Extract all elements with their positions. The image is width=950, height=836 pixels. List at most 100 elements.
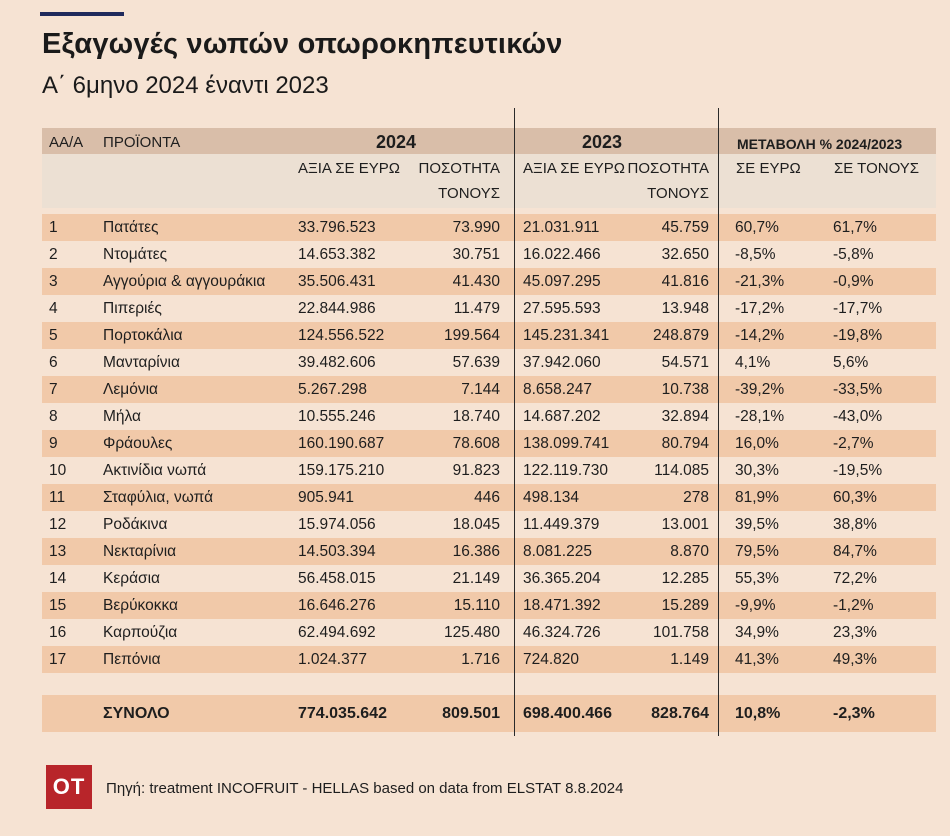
row-product: Μήλα [103, 408, 142, 425]
row-value-2023: 27.595.593 [523, 300, 601, 317]
row-product: Πορτοκάλια [103, 327, 183, 344]
row-change-eur: 34,9% [735, 624, 779, 641]
row-tons-2024: 41.430 [452, 273, 500, 290]
row-change-eur: 55,3% [735, 570, 779, 587]
row-change-tons: 61,7% [833, 219, 877, 236]
row-value-2024: 160.190.687 [298, 435, 385, 452]
row-product: Νεκταρίνια [103, 543, 177, 560]
total-row: ΣΥΝΟΛΟ 774.035.642 809.501 698.400.466 8… [42, 695, 936, 732]
row-value-2024: 56.458.015 [298, 570, 376, 587]
row-tons-2024: 446 [474, 489, 500, 506]
row-change-tons: 5,6% [833, 354, 869, 371]
row-product: Πιπεριές [103, 300, 162, 317]
row-product: Φράουλες [103, 435, 173, 452]
row-value-2023: 36.365.204 [523, 570, 601, 587]
total-change-tons: -2,3% [833, 705, 875, 722]
table-row: 10 Ακτινίδια νωπά 159.175.210 91.823 122.119… [42, 457, 936, 484]
row-value-2023: 14.687.202 [523, 408, 601, 425]
row-value-2023: 45.097.295 [523, 273, 601, 290]
row-tons-2024: 73.990 [452, 219, 500, 236]
row-change-eur: 39,5% [735, 516, 779, 533]
row-value-2023: 18.471.392 [523, 597, 601, 614]
row-product: Λεμόνια [103, 381, 158, 398]
source-note: Πηγή: treatment INCOFRUIT - HELLAS based… [106, 780, 624, 797]
row-change-tons: -19,5% [833, 462, 883, 479]
header-change-tons: ΣΕ ΤΟΝΟΥΣ [834, 160, 920, 177]
row-tons-2024: 7.144 [461, 381, 500, 398]
row-number: 6 [49, 354, 58, 371]
row-value-2023: 724.820 [523, 651, 580, 668]
header-year-2023: 2023 [582, 132, 623, 152]
row-value-2023: 11.449.379 [523, 516, 600, 533]
header-value-2023: ΑΞΙΑ ΣΕ ΕΥΡΩ [523, 160, 625, 177]
total-label: ΣΥΝΟΛΟ [103, 705, 170, 722]
row-value-2024: 16.646.276 [298, 597, 376, 614]
row-tons-2024: 1.716 [461, 651, 500, 668]
row-tons-2023: 278 [683, 489, 709, 506]
row-value-2024: 905.941 [298, 489, 355, 506]
row-value-2024: 22.844.986 [298, 300, 376, 317]
row-value-2023: 37.942.060 [523, 354, 601, 371]
header-qty-2024-line1: ΠΟΣΟΤΗΤΑ [418, 160, 501, 177]
table-row: 1 Πατάτες 33.796.523 73.990 21.031.911 45.759… [42, 214, 936, 241]
row-number: 1 [49, 219, 58, 236]
header-qty-2023-line2: ΤΟΝΟΥΣ [647, 185, 709, 202]
row-change-tons: -2,7% [833, 435, 874, 452]
row-change-tons: 72,2% [833, 570, 877, 587]
row-number: 2 [49, 246, 58, 263]
total-value-2023: 698.400.466 [523, 705, 612, 722]
table-subheader-band [42, 154, 936, 208]
table-row: 9 Φράουλες 160.190.687 78.608 138.099.741 80.… [42, 430, 936, 457]
row-change-eur: -28,1% [735, 408, 785, 425]
row-number: 7 [49, 381, 58, 398]
row-change-eur: -21,3% [735, 273, 785, 290]
row-change-tons: -43,0% [833, 408, 883, 425]
row-change-eur: 79,5% [735, 543, 779, 560]
row-tons-2024: 21.149 [452, 570, 500, 587]
row-value-2023: 46.324.726 [523, 624, 601, 641]
row-tons-2023: 32.650 [661, 246, 709, 263]
total-tons-2024: 809.501 [442, 705, 500, 722]
table-row: 2 Ντομάτες 14.653.382 30.751 16.022.466 32.65… [42, 241, 936, 268]
row-product: Αγγούρια & αγγουράκια [103, 273, 266, 290]
row-tons-2023: 10.738 [661, 381, 709, 398]
row-change-eur: -8,5% [735, 246, 776, 263]
row-change-tons: -17,7% [833, 300, 883, 317]
table-row: 11 Σταφύλια, νωπά 905.941 446 498.134 278 81,9… [42, 484, 936, 511]
row-change-eur: 41,3% [735, 651, 779, 668]
row-number: 10 [49, 462, 67, 479]
row-product: Πατάτες [103, 219, 159, 236]
page-title: Εξαγωγές νωπών οπωροκηπευτικών [42, 28, 563, 60]
row-product: Καρπούζια [103, 624, 178, 641]
row-change-eur: -9,9% [735, 597, 776, 614]
row-number: 4 [49, 300, 58, 317]
table-row: 7 Λεμόνια 5.267.298 7.144 8.658.247 10.738 -39… [42, 376, 936, 403]
table-row: 12 Ροδάκινα 15.974.056 18.045 11.449.379 13.0… [42, 511, 936, 538]
row-tons-2023: 1.149 [670, 651, 709, 668]
row-product: Πεπόνια [103, 651, 161, 668]
row-change-tons: 84,7% [833, 543, 877, 560]
row-change-eur: 4,1% [735, 354, 771, 371]
total-value-2024: 774.035.642 [298, 705, 387, 722]
row-number: 13 [49, 543, 67, 560]
header-year-2024: 2024 [376, 132, 417, 152]
row-tons-2024: 11.479 [453, 300, 500, 317]
divider-2023 [514, 108, 515, 736]
row-number: 14 [49, 570, 67, 587]
row-change-tons: -19,8% [833, 327, 883, 344]
row-value-2024: 14.653.382 [298, 246, 376, 263]
row-change-eur: -39,2% [735, 381, 785, 398]
row-number: 17 [49, 651, 67, 668]
row-tons-2023: 80.794 [661, 435, 709, 452]
row-tons-2023: 12.285 [661, 570, 709, 587]
row-value-2023: 21.031.911 [523, 219, 600, 236]
accent-bar [40, 12, 124, 16]
row-tons-2023: 45.759 [661, 219, 709, 236]
header-change: ΜΕΤΑΒΟΛΗ % 2024/2023 [737, 136, 903, 152]
row-product: Ντομάτες [103, 246, 168, 263]
row-product: Μανταρίνια [103, 354, 180, 371]
row-value-2024: 39.482.606 [298, 354, 376, 371]
row-tons-2023: 15.289 [661, 597, 709, 614]
total-change-eur: 10,8% [735, 705, 781, 722]
header-aa: ΑΑ/Α [49, 134, 84, 151]
